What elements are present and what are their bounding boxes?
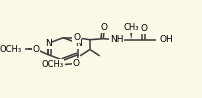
Text: N: N	[75, 39, 81, 48]
Text: O: O	[73, 59, 80, 68]
Text: O: O	[73, 33, 80, 42]
Text: N: N	[44, 39, 51, 48]
Text: O: O	[140, 24, 147, 33]
Text: OH: OH	[159, 35, 172, 44]
Text: OCH₃: OCH₃	[41, 60, 63, 69]
Text: O: O	[32, 45, 39, 54]
Polygon shape	[129, 30, 132, 40]
Text: CH₃: CH₃	[123, 23, 138, 32]
Text: OCH₃: OCH₃	[0, 45, 22, 54]
Text: NH: NH	[109, 35, 123, 44]
Text: O: O	[100, 23, 107, 32]
